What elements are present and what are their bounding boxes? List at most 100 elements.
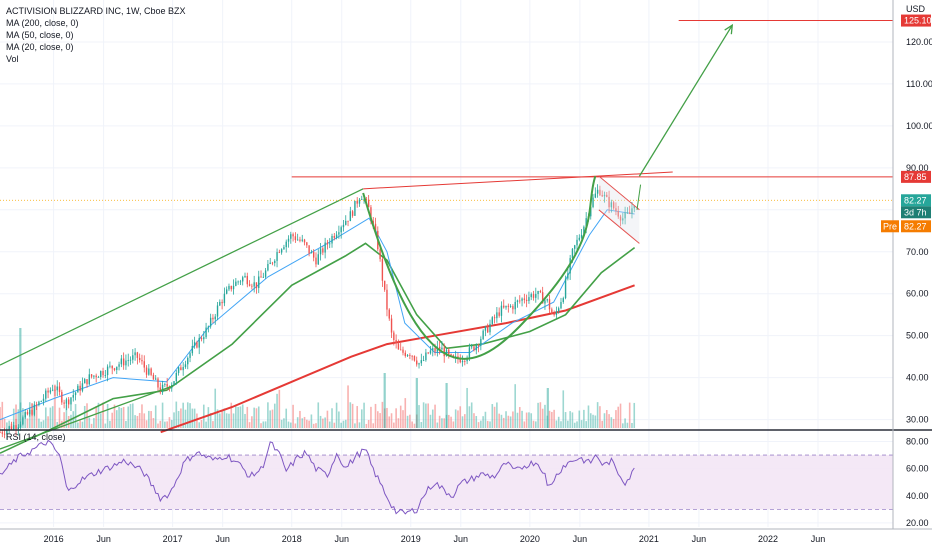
candle-body[interactable] (443, 347, 445, 357)
candle-body[interactable] (61, 391, 63, 403)
candle-body[interactable] (420, 360, 423, 364)
candle-body[interactable] (24, 412, 26, 418)
candle-body[interactable] (434, 348, 436, 352)
candle-body[interactable] (416, 360, 418, 365)
candle-body[interactable] (49, 390, 52, 393)
rsi-line[interactable] (0, 439, 635, 515)
candle-body[interactable] (209, 317, 212, 327)
last-price-tag-bg[interactable] (901, 194, 931, 207)
candle-body[interactable] (175, 372, 178, 382)
candle-body[interactable] (599, 189, 601, 196)
candle-body[interactable] (322, 248, 324, 253)
candle-body[interactable] (255, 282, 258, 289)
candle-body[interactable] (212, 317, 214, 320)
candle-body[interactable] (17, 427, 20, 430)
candle-body[interactable] (608, 196, 610, 208)
candle-body[interactable] (6, 429, 8, 435)
candle-body[interactable] (90, 374, 93, 377)
candle-body[interactable] (120, 358, 123, 365)
candle-body[interactable] (221, 301, 223, 304)
candle-body[interactable] (342, 224, 345, 228)
candle-body[interactable] (619, 216, 622, 221)
candle-body[interactable] (207, 326, 210, 328)
candle-body[interactable] (191, 345, 194, 354)
candle-body[interactable] (1, 432, 3, 434)
candle-body[interactable] (553, 313, 555, 316)
candle-body[interactable] (118, 364, 120, 367)
candle-body[interactable] (338, 232, 340, 235)
candle-body[interactable] (470, 346, 473, 348)
currency-label[interactable]: USD (906, 4, 926, 14)
candle-body[interactable] (177, 367, 180, 373)
candle-body[interactable] (333, 236, 336, 238)
candle-body[interactable] (535, 294, 537, 298)
candle-body[interactable] (631, 208, 633, 215)
candle-body[interactable] (258, 276, 260, 289)
candle-body[interactable] (15, 425, 17, 430)
candle-body[interactable] (425, 352, 427, 361)
candle-body[interactable] (367, 199, 370, 208)
candle-body[interactable] (432, 348, 434, 351)
candle-body[interactable] (404, 352, 406, 357)
candle-body[interactable] (365, 199, 368, 200)
candle-body[interactable] (592, 197, 594, 207)
candle-body[interactable] (482, 330, 484, 340)
candle-body[interactable] (278, 252, 281, 253)
candle-body[interactable] (40, 401, 42, 402)
candle-body[interactable] (445, 349, 448, 357)
target-arrow-line[interactable] (638, 24, 733, 177)
candle-body[interactable] (580, 234, 583, 238)
candle-body[interactable] (578, 237, 581, 240)
candle-body[interactable] (523, 298, 526, 300)
candle-body[interactable] (58, 386, 61, 392)
candle-body[interactable] (406, 355, 409, 357)
candle-body[interactable] (383, 280, 386, 290)
candle-body[interactable] (596, 189, 599, 194)
candle-body[interactable] (248, 284, 251, 286)
candle-body[interactable] (356, 200, 358, 204)
candle-body[interactable] (287, 238, 290, 242)
candle-body[interactable] (13, 425, 15, 430)
candle-body[interactable] (551, 309, 553, 314)
candle-body[interactable] (498, 312, 500, 316)
candle-body[interactable] (347, 220, 349, 222)
candle-body[interactable] (606, 194, 608, 197)
candle-body[interactable] (390, 318, 393, 333)
candle-body[interactable] (349, 211, 352, 222)
candle-body[interactable] (246, 275, 248, 285)
candle-body[interactable] (557, 308, 560, 312)
candle-body[interactable] (477, 345, 480, 346)
candle-body[interactable] (374, 223, 377, 231)
candle-body[interactable] (487, 326, 489, 333)
candle-body[interactable] (617, 210, 619, 217)
candle-body[interactable] (633, 205, 635, 209)
candle-body[interactable] (429, 350, 432, 354)
candle-body[interactable] (354, 200, 356, 216)
candle-body[interactable] (329, 243, 331, 245)
candle-body[interactable] (19, 424, 22, 428)
ma-line-0[interactable] (160, 284, 635, 434)
candle-body[interactable] (544, 300, 546, 304)
candle-body[interactable] (519, 300, 521, 302)
candle-body[interactable] (358, 199, 361, 204)
candle-body[interactable] (473, 346, 475, 351)
candle-body[interactable] (294, 236, 297, 241)
candle-body[interactable] (590, 206, 592, 217)
green-trendline-lower[interactable] (0, 385, 173, 450)
candle-body[interactable] (113, 368, 116, 371)
candle-body[interactable] (615, 208, 617, 211)
candle-body[interactable] (285, 241, 287, 248)
candle-body[interactable] (100, 371, 102, 378)
candle-body[interactable] (184, 364, 187, 368)
ma50-legend[interactable]: MA (50, close, 0) (6, 30, 74, 40)
candle-body[interactable] (601, 195, 603, 197)
candle-body[interactable] (102, 371, 104, 376)
candle-body[interactable] (303, 239, 306, 243)
candle-body[interactable] (31, 409, 33, 415)
candle-body[interactable] (145, 367, 148, 375)
drawing-tools[interactable] (0, 20, 893, 450)
candle-body[interactable] (244, 275, 246, 278)
candle-body[interactable] (393, 332, 395, 341)
candle-body[interactable] (530, 294, 532, 298)
